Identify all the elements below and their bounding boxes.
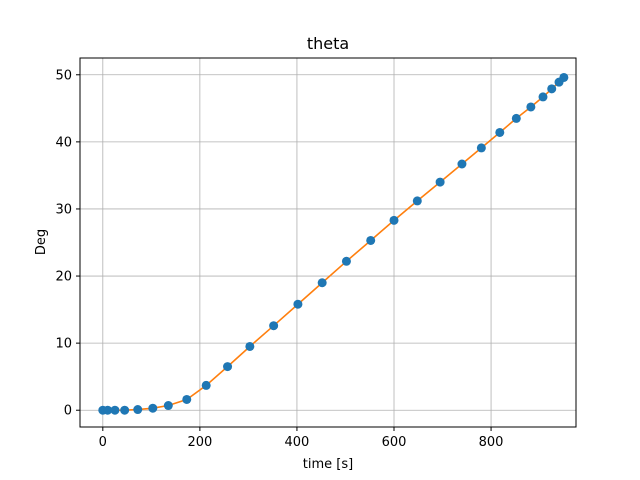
data-point (201, 380, 211, 390)
y-tick-label: 10 (55, 337, 72, 352)
data-point (269, 321, 279, 331)
y-tick-label: 50 (55, 68, 72, 83)
data-point (182, 394, 192, 404)
data-point (103, 405, 113, 415)
data-point (133, 405, 143, 415)
plot-frame (79, 57, 577, 428)
x-tick-label: 400 (285, 435, 310, 450)
data-point (110, 405, 120, 415)
x-tick-label: 600 (382, 435, 407, 450)
data-point (412, 196, 422, 206)
series-points-group (98, 72, 569, 415)
data-point (495, 127, 505, 137)
data-point (223, 362, 233, 372)
data-point (559, 72, 569, 82)
data-point (366, 235, 376, 245)
data-point (547, 84, 557, 94)
y-axis-label: Deg (34, 229, 49, 255)
y-tick-label: 20 (55, 270, 72, 285)
data-point (538, 92, 548, 102)
data-point (457, 159, 467, 169)
y-tick-label: 0 (64, 404, 72, 419)
data-point (120, 405, 130, 415)
x-tick-label: 800 (479, 435, 504, 450)
data-point (526, 102, 536, 112)
x-axis-label: time [s] (303, 457, 353, 472)
y-axis-ticks: 0 10 20 30 40 50 (55, 68, 80, 419)
grid (80, 58, 576, 427)
data-point (389, 215, 399, 225)
data-point (511, 113, 521, 123)
y-tick-label: 30 (55, 202, 72, 217)
x-tick-label: 0 (99, 435, 107, 450)
series-line (102, 76, 565, 412)
series-line-group (102, 76, 565, 412)
data-point (317, 278, 327, 288)
data-point (163, 401, 173, 411)
chart-title: theta (307, 34, 349, 53)
data-point (435, 177, 445, 187)
data-point (293, 299, 303, 309)
data-point (341, 256, 351, 266)
data-point (148, 403, 158, 413)
x-axis-ticks: 0 200 400 600 800 (99, 427, 504, 450)
data-point (476, 143, 486, 153)
y-tick-label: 40 (55, 135, 72, 150)
data-point (245, 341, 255, 351)
x-tick-label: 200 (187, 435, 212, 450)
